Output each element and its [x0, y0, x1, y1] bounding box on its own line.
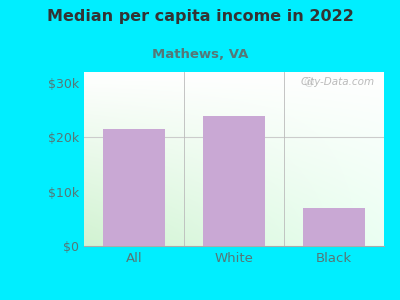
- Text: @: @: [303, 77, 313, 87]
- Bar: [303, 208, 365, 246]
- Text: City-Data.com: City-Data.com: [301, 77, 375, 87]
- Text: Median per capita income in 2022: Median per capita income in 2022: [46, 9, 354, 24]
- Bar: [203, 116, 265, 246]
- Text: Mathews, VA: Mathews, VA: [152, 48, 248, 61]
- Bar: [103, 129, 165, 246]
